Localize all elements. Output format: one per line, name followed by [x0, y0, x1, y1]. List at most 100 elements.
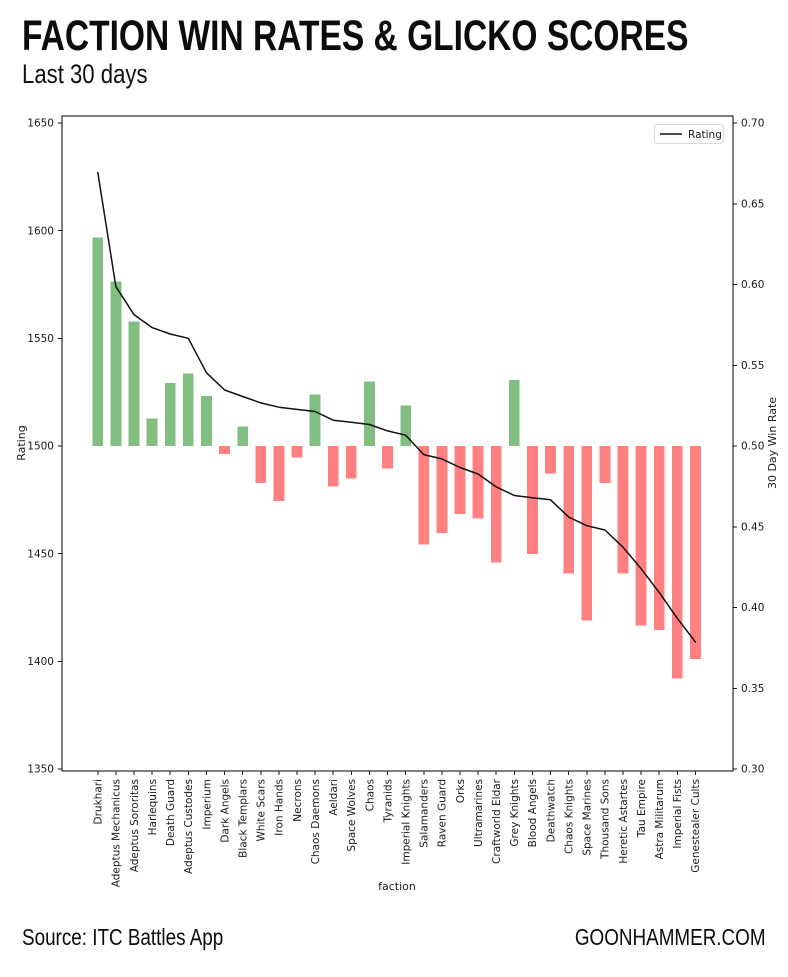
- x-tick-label: Craftworld Eldar: [491, 778, 503, 864]
- source-credit: Source: ITC Battles App: [22, 924, 267, 951]
- x-tick-label: Black Templars: [237, 779, 249, 858]
- x-tick-label: Grey Knights: [509, 779, 521, 847]
- left-tick-label: 1550: [27, 333, 54, 345]
- x-axis-label: faction: [378, 880, 416, 893]
- x-tick-label: Heretic Astartes: [618, 779, 630, 864]
- bar-space-wolves: [345, 446, 357, 479]
- x-tick-label: Chaos: [364, 779, 376, 811]
- x-tick-label: Death Guard: [165, 779, 177, 846]
- bar-adeptus-mechanicus: [110, 281, 122, 446]
- x-tick-label: Imperium: [201, 779, 213, 830]
- bar-raven-guard: [436, 446, 448, 534]
- bar-deathwatch: [545, 446, 556, 474]
- legend-label: Rating: [688, 129, 722, 141]
- bar-salamanders: [418, 446, 430, 545]
- bar-orks: [454, 446, 466, 514]
- x-tick-label: Adeptus Mechanicus: [111, 779, 123, 887]
- bar-adeptus-custodes: [182, 373, 194, 446]
- bar-imperium: [201, 395, 212, 446]
- bar-harlequins: [146, 418, 158, 446]
- left-tick-label: 1500: [27, 441, 54, 453]
- right-tick-label: 0.60: [741, 279, 764, 291]
- x-axis-ticks: Drukhari Adeptus Mechanicus Adeptus Sorori…: [93, 771, 702, 887]
- x-tick-label: Ultramarines: [473, 779, 485, 847]
- x-tick-label: Harlequins: [147, 779, 159, 835]
- bar-chaos: [364, 381, 375, 446]
- bar-tyranids: [382, 446, 393, 469]
- right-tick-label: 0.55: [741, 360, 764, 372]
- right-axis-ticks: 0.30 0.35 0.40 0.45 0.50 0.55 0.60 0.65 0.70: [733, 118, 764, 776]
- line-layer: [97, 171, 697, 643]
- right-tick-label: 0.30: [741, 764, 764, 776]
- left-tick-label: 1400: [27, 656, 54, 668]
- left-axis-ticks: 1350 1400 1450 1500 1550 1600 1650: [27, 118, 62, 776]
- x-tick-label: White Scars: [256, 779, 268, 842]
- bar-chaos-daemons: [309, 394, 321, 446]
- right-axis-label: 30 Day Win Rate: [766, 397, 779, 489]
- bar-thousand-sons: [599, 446, 611, 484]
- source-credit-text: Source: ITC Battles App: [22, 924, 224, 950]
- right-tick-label: 0.70: [741, 118, 764, 130]
- bar-tau-empire: [635, 446, 647, 626]
- x-tick-label: Astra Militarum: [654, 779, 666, 859]
- right-tick-label: 0.40: [741, 602, 764, 614]
- legend-box: [654, 124, 724, 144]
- bar-craftworld-eldar: [490, 446, 502, 563]
- x-tick-label: Salamanders: [419, 779, 431, 848]
- bar-necrons: [291, 446, 303, 458]
- site-credit-text: GOONHAMMER.COM: [575, 924, 766, 950]
- bar-imperial-knights: [400, 405, 412, 446]
- left-tick-label: 1350: [27, 764, 54, 776]
- left-axis-label: Rating: [15, 425, 28, 460]
- right-tick-label: 0.50: [741, 441, 764, 453]
- x-tick-label: Raven Guard: [437, 779, 449, 847]
- bar-black-templars: [237, 426, 249, 446]
- x-tick-label: Imperial Knights: [400, 779, 412, 865]
- x-tick-label: Space Marines: [582, 779, 594, 856]
- x-tick-label: Necrons: [292, 779, 304, 822]
- x-tick-label: Genestealer Cults: [690, 779, 702, 873]
- bar-iron-hands: [273, 446, 285, 501]
- bar-chaos-knights: [563, 446, 575, 574]
- bar-aeldari: [327, 446, 339, 487]
- x-tick-label: Tyranids: [382, 779, 394, 823]
- legend: Rating: [654, 124, 724, 144]
- x-tick-label: Space Wolves: [346, 779, 358, 852]
- bar-ultramarines: [472, 446, 484, 519]
- x-tick-label: Tau Empire: [636, 779, 648, 838]
- page-subtitle: Last 30 days: [22, 59, 175, 90]
- bar-death-guard: [164, 383, 176, 446]
- x-tick-label: Adeptus Sororitas: [129, 779, 141, 872]
- page-title-text: FACTION WIN RATES & GLICKO SCORES: [22, 12, 689, 60]
- left-tick-label: 1450: [27, 548, 54, 560]
- x-tick-label: Adeptus Custodes: [183, 779, 195, 874]
- right-tick-label: 0.65: [741, 198, 764, 210]
- bar-drukhari: [92, 237, 104, 446]
- plot-frame: [61, 115, 734, 772]
- bar-adeptus-sororitas: [128, 321, 140, 446]
- left-tick-label: 1650: [27, 118, 54, 130]
- bar-grey-knights: [508, 379, 520, 446]
- site-credit: GOONHAMMER.COM: [533, 924, 766, 951]
- x-tick-label: Aeldari: [328, 779, 340, 816]
- bar-blood-angels: [527, 446, 538, 555]
- bar-astra-militarum: [653, 446, 665, 631]
- x-tick-label: Drukhari: [93, 779, 105, 824]
- x-tick-label: Chaos Daemons: [310, 779, 322, 864]
- bar-imperial-fists: [671, 446, 683, 679]
- page-subtitle-text: Last 30 days: [22, 59, 148, 89]
- rating-line: [97, 171, 697, 643]
- x-tick-label: Deathwatch: [545, 779, 557, 842]
- right-tick-label: 0.45: [741, 521, 764, 533]
- bar-heretic-astartes: [617, 446, 629, 574]
- page-title: FACTION WIN RATES & GLICKO SCORES: [22, 12, 788, 61]
- right-tick-label: 0.35: [741, 683, 764, 695]
- left-tick-label: 1600: [27, 225, 54, 237]
- bar-genestealer-cults: [690, 446, 701, 660]
- bar-space-marines: [581, 446, 593, 621]
- x-tick-label: Dark Angels: [219, 779, 231, 843]
- bar-white-scars: [255, 446, 267, 484]
- bars-layer: [92, 237, 701, 679]
